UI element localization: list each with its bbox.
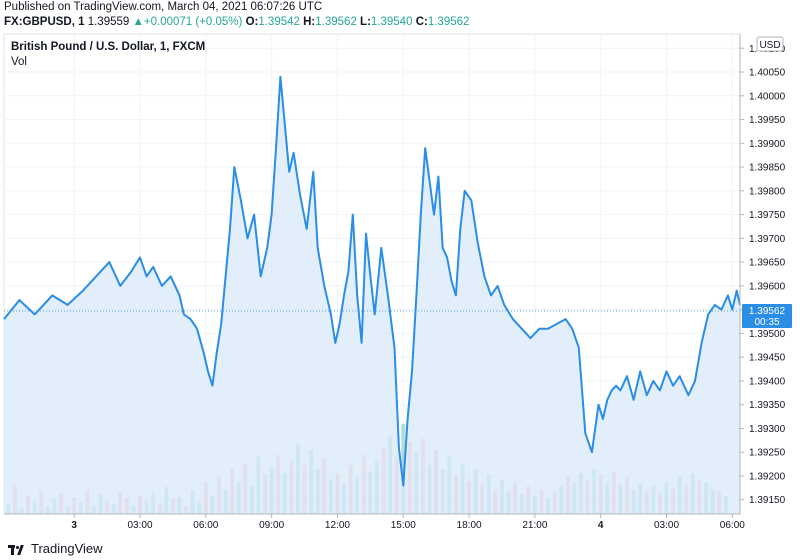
currency-badge-box xyxy=(756,36,784,52)
time-tick-label: 4 xyxy=(598,520,604,531)
price-tick-label: 1.39450 xyxy=(749,353,786,364)
up-arrow-icon: ▲ xyxy=(132,16,144,28)
current-price: 1.39562 xyxy=(749,306,786,317)
currency-badge[interactable]: USD xyxy=(756,36,784,52)
chart-legend: British Pound / U.S. Dollar, 1, FXCM Vol xyxy=(11,40,205,70)
instrument-name: British Pound / U.S. Dollar, 1, FXCM xyxy=(11,41,206,53)
tradingview-logo-icon xyxy=(8,543,26,555)
time-tick-label: 06:00 xyxy=(720,520,745,531)
time-tick-label: 06:00 xyxy=(193,520,218,531)
price-tick-label: 1.40000 xyxy=(749,91,786,102)
chart-header: Published on TradingView.com, March 04, … xyxy=(4,0,794,36)
published-note: Published on TradingView.com, March 04, … xyxy=(4,1,323,13)
high-value: 1.39562 xyxy=(315,16,357,28)
price-tick-label: 1.39800 xyxy=(749,186,786,197)
price-change: +0.00071 (+0.05%) xyxy=(143,16,243,28)
tradingview-brand: TradingView xyxy=(31,541,103,556)
price-line xyxy=(3,75,741,487)
close-value: 1.39562 xyxy=(427,16,470,28)
symbol: FX:GBPUSD, 1 xyxy=(4,16,85,28)
price-tick-label: 1.39400 xyxy=(749,376,786,387)
time-tick-label: 03:00 xyxy=(654,520,679,531)
open-label: O: xyxy=(245,16,259,28)
tradingview-footer[interactable]: TradingView xyxy=(8,541,103,556)
price-tick-label: 1.39300 xyxy=(749,424,786,435)
time-tick-label: 18:00 xyxy=(457,520,482,531)
price-tick-label: 1.39700 xyxy=(749,234,786,245)
bar-countdown: 00:35 xyxy=(754,317,779,328)
price-tick-label: 1.39750 xyxy=(749,210,786,221)
time-tick-label: 09:00 xyxy=(259,520,284,531)
high-label: H: xyxy=(303,16,316,28)
current-price-tag: 1.39562 00:35 xyxy=(742,304,792,328)
price-tick-label: 1.39250 xyxy=(749,448,786,459)
low-label: L: xyxy=(360,16,371,28)
price-tick-label: 1.39500 xyxy=(749,329,786,340)
time-tick-label: 03:00 xyxy=(127,520,152,531)
time-tick-label: 3 xyxy=(71,520,77,531)
time-ticks: 3 03:00 06:00 09:00 12:00 15:00 18:00 21:00 4 03:… xyxy=(71,514,745,531)
current-price-tag-box xyxy=(742,304,792,328)
low-value: 1.39540 xyxy=(370,16,413,28)
price-tick-label: 1.39850 xyxy=(749,163,786,174)
open-value: 1.39542 xyxy=(258,16,300,28)
close-label: C: xyxy=(415,16,428,28)
price-tick-label: 1.39200 xyxy=(749,471,786,482)
currency-label: USD xyxy=(759,40,780,51)
price-tick-label: 1.39600 xyxy=(749,281,786,292)
price-tick-label: 1.39150 xyxy=(749,495,786,506)
price-tick-label: 1.40050 xyxy=(749,68,786,79)
volume-bar xyxy=(401,424,406,514)
last-price: 1.39559 xyxy=(87,16,130,28)
price-tick-label: 1.39950 xyxy=(749,115,786,126)
time-tick-label: 15:00 xyxy=(391,520,416,531)
price-tick-label: 1.39900 xyxy=(749,139,786,150)
ohlc-line: FX:GBPUSD, 1 1.39559 ▲+0.00071 (+0.05%) … xyxy=(4,15,794,30)
price-ticks: 1.39150 1.39200 1.39250 1.39300 1.39350 1.394… xyxy=(740,44,786,506)
volume-legend: Vol xyxy=(11,56,27,68)
time-tick-label: 21:00 xyxy=(522,520,547,531)
price-tick-label: 1.39350 xyxy=(749,400,786,411)
time-tick-label: 12:00 xyxy=(325,520,350,531)
price-tick-label: 1.39650 xyxy=(749,258,786,269)
